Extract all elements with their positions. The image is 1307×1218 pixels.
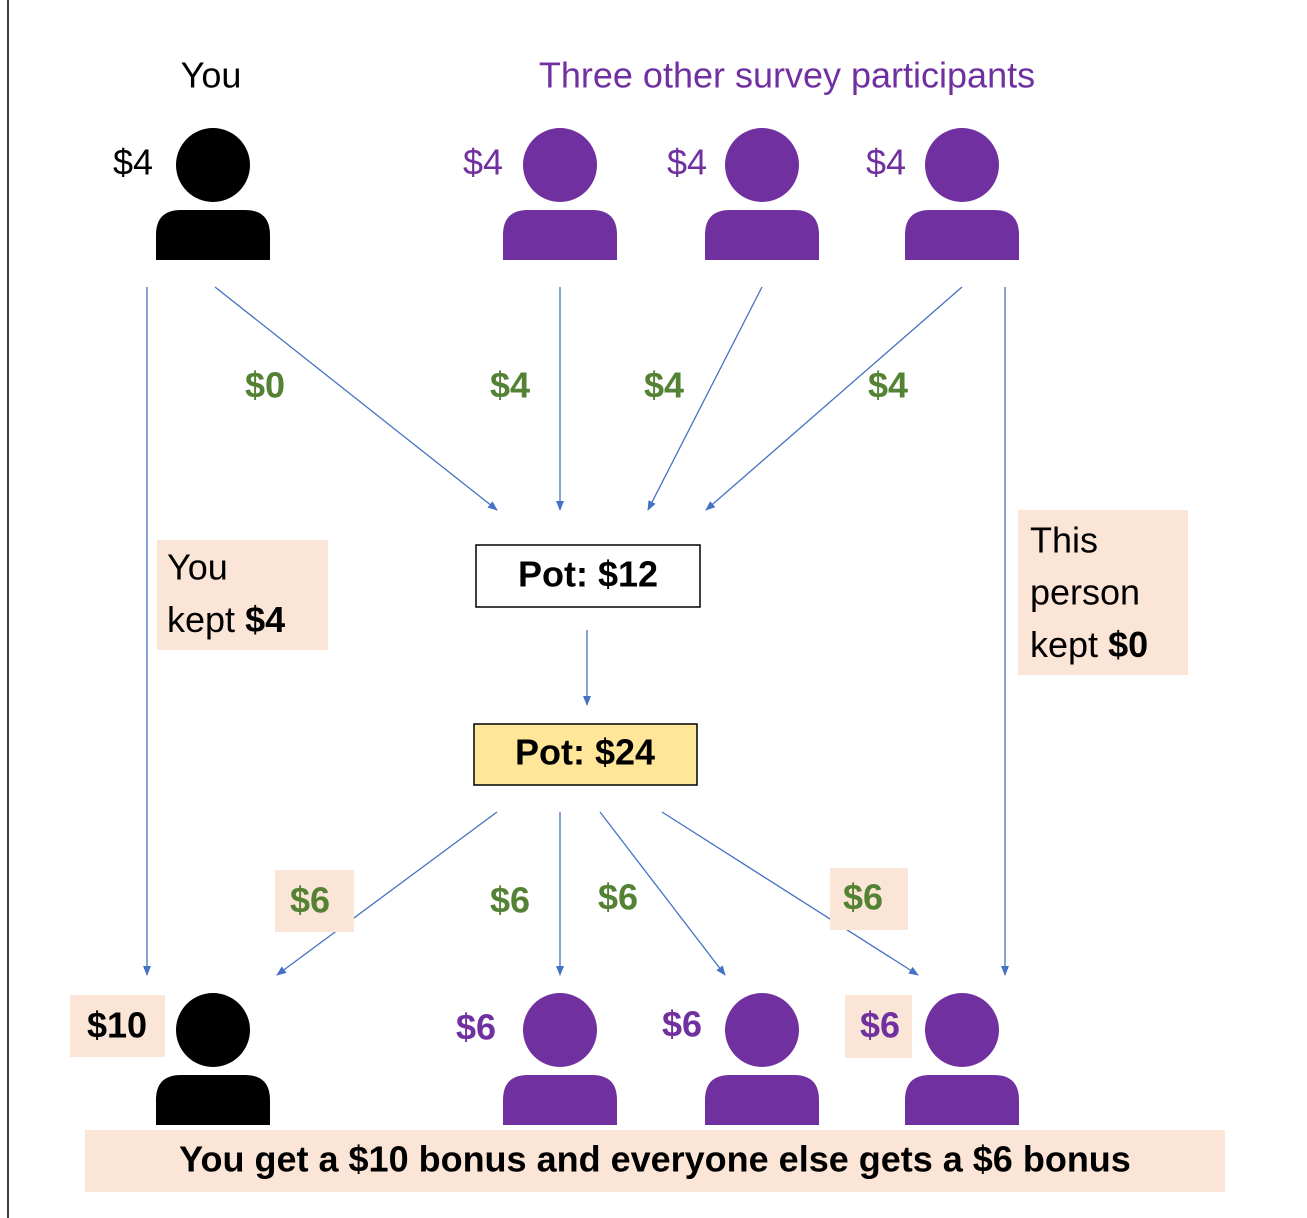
- arrows: [143, 286, 1009, 976]
- payout: $6: [843, 877, 883, 918]
- note-box: [1018, 510, 1188, 675]
- payout-box: [275, 870, 354, 932]
- person-body: [503, 1075, 617, 1125]
- note-line: kept $4: [167, 599, 285, 640]
- payout: $6: [290, 880, 330, 921]
- person-head: [176, 128, 250, 202]
- person-head: [176, 993, 250, 1067]
- top-amount: $4: [866, 142, 906, 183]
- summary-box: [85, 1130, 1225, 1192]
- payout: $6: [490, 880, 530, 921]
- pot-doubled-box: [473, 723, 698, 786]
- summary: You get a $10 bonus and everyone else ge…: [179, 1139, 1131, 1180]
- bottom-amount: $6: [662, 1004, 702, 1045]
- note-line: kept $0: [1030, 624, 1148, 665]
- pot: Pot: $12: [518, 554, 658, 595]
- person-head: [725, 993, 799, 1067]
- person-body: [156, 1075, 270, 1125]
- payout-box: [830, 868, 908, 930]
- bottom-amount: $10: [87, 1005, 147, 1046]
- top-amount: $4: [667, 142, 707, 183]
- person-body: [705, 210, 819, 260]
- top-amount: $4: [113, 142, 153, 183]
- others-header: Three other survey participants: [539, 55, 1035, 96]
- amount-box: [845, 995, 912, 1058]
- note-line: person: [1030, 572, 1140, 613]
- person-head: [523, 128, 597, 202]
- pot-box: [475, 544, 701, 608]
- person-body: [503, 210, 617, 260]
- person-head: [523, 993, 597, 1067]
- payout: $6: [598, 877, 638, 918]
- amount-box: [70, 995, 165, 1057]
- contribution: $4: [868, 365, 908, 406]
- person-head: [925, 993, 999, 1067]
- person-body: [156, 210, 270, 260]
- person-head: [725, 128, 799, 202]
- contribution: $4: [644, 365, 684, 406]
- person-head: [925, 128, 999, 202]
- pot-doubled: Pot: $24: [515, 732, 655, 773]
- bottom-amount: $6: [456, 1007, 496, 1048]
- you-header: You: [181, 55, 242, 96]
- contribution: $4: [490, 365, 530, 406]
- top-amount: $4: [463, 142, 503, 183]
- bottom-amount: $6: [860, 1005, 900, 1046]
- contribution: $0: [245, 365, 285, 406]
- note-line: This: [1030, 520, 1098, 561]
- person-body: [905, 1075, 1019, 1125]
- person-body: [705, 1075, 819, 1125]
- note-box: [157, 540, 328, 650]
- person-body: [905, 210, 1019, 260]
- note-line: You: [167, 547, 228, 588]
- people: [156, 128, 1019, 1125]
